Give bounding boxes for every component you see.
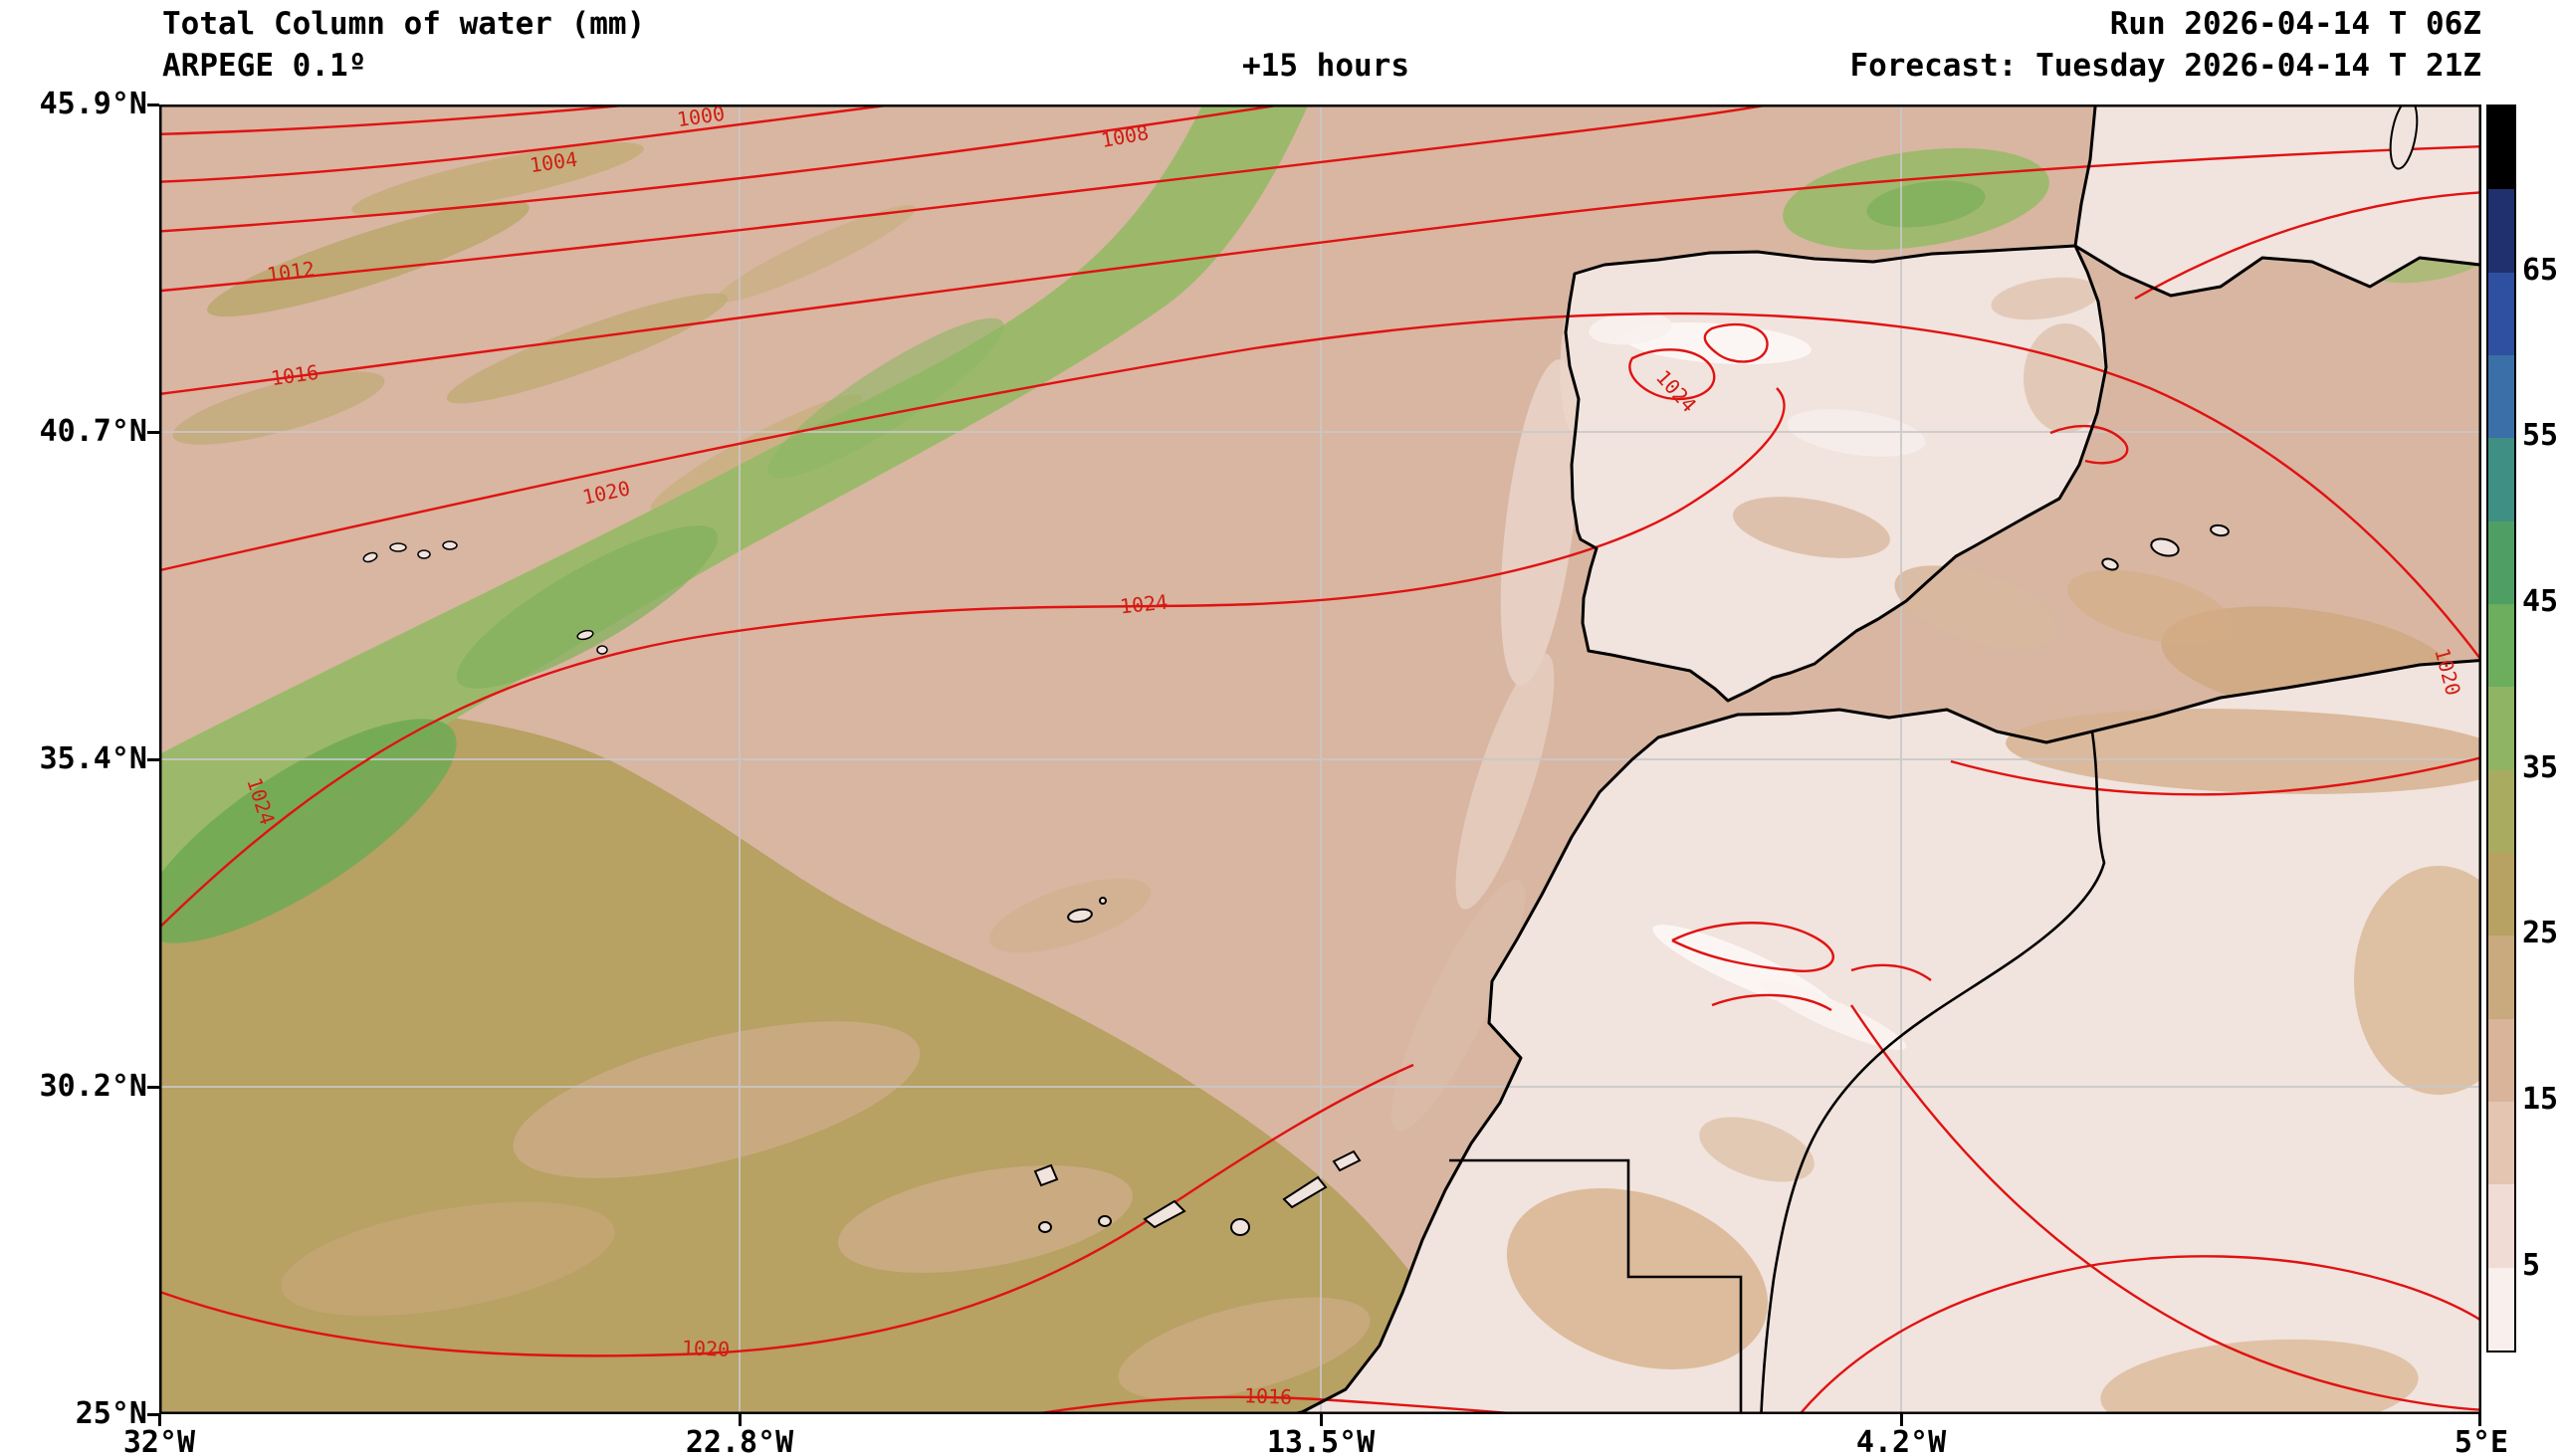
forecast-label: Forecast: Tuesday 2026-04-14 T 21Z (1849, 48, 2481, 84)
country-borders (1449, 730, 2106, 1414)
x-tick-mark (2478, 1414, 2481, 1426)
isobar-label: 1024 (1118, 589, 1170, 619)
colorbar-labels: 65 55 45 35 25 15 5 (2522, 0, 2563, 1456)
colorbar-segment (2488, 438, 2514, 521)
map-canvas (159, 104, 2481, 1414)
y-tick-label: 25°N (75, 1396, 147, 1431)
y-tick-label: 40.7°N (39, 414, 147, 449)
colorbar-tick-label: 15 (2522, 1082, 2559, 1117)
colorbar-segment (2488, 769, 2514, 853)
colorbar-segment (2488, 687, 2514, 770)
colorbar-segment (2488, 189, 2514, 273)
x-tick-label: 13.5°W (1266, 1425, 1376, 1456)
y-tick-mark (147, 1413, 159, 1416)
isobar-label: 1004 (528, 146, 579, 178)
colorbar-tick-label: 35 (2522, 749, 2559, 785)
colorbar-segment (2488, 272, 2514, 355)
x-tick-mark (158, 1414, 161, 1426)
colorbar (2486, 104, 2516, 1352)
landmasses (1240, 104, 2481, 1414)
model-label: ARPEGE 0.1º (162, 48, 367, 84)
colorbar-segment (2488, 852, 2514, 936)
run-label: Run 2026-04-14 T 06Z (2109, 6, 2481, 42)
y-tick-label: 45.9°N (39, 87, 147, 121)
colorbar-segment (2488, 1184, 2514, 1268)
colorbar-tick-label: 5 (2522, 1247, 2541, 1283)
x-tick-mark (1320, 1414, 1323, 1426)
isobar-contours (159, 104, 2481, 1414)
colorbar-segment (2488, 936, 2514, 1019)
isobar-label: 1020 (681, 1336, 731, 1361)
y-tick-mark (147, 1086, 159, 1089)
gridlines (159, 104, 2481, 1414)
y-tick-label: 30.2°N (39, 1069, 147, 1104)
y-tick-mark (147, 431, 159, 434)
colorbar-tick-label: 65 (2522, 252, 2559, 288)
colorbar-segment (2488, 520, 2514, 604)
colorbar-tick-label: 45 (2522, 584, 2559, 619)
x-tick-label: 5°E (2454, 1425, 2509, 1456)
x-tick-mark (739, 1414, 742, 1426)
y-tick-mark (147, 104, 159, 106)
colorbar-segment (2488, 603, 2514, 688)
colorbar-segment (2488, 106, 2514, 190)
isobar-label: 1016 (1243, 1383, 1293, 1409)
chart-title: Total Column of water (mm) (162, 6, 646, 42)
isobar-label: 1000 (675, 101, 727, 132)
lead-time-label: +15 hours (1242, 48, 1409, 84)
x-tick-mark (1900, 1414, 1903, 1426)
islands (362, 104, 2419, 1236)
isobar-label: 1012 (265, 256, 317, 288)
map-plot-area: 1000 1004 1008 1012 1016 1020 1024 1024 … (159, 101, 2481, 1414)
colorbar-tick-label: 55 (2522, 418, 2559, 454)
y-tick-label: 35.4°N (39, 741, 147, 776)
x-tick-label: 32°W (122, 1425, 196, 1456)
colorbar-segment (2488, 1101, 2514, 1185)
colorbar-segment (2488, 1018, 2514, 1102)
colorbar-tick-label: 25 (2522, 916, 2559, 951)
x-tick-label: 4.2°W (1855, 1425, 1947, 1456)
y-tick-mark (147, 758, 159, 761)
x-tick-label: 22.8°W (685, 1425, 794, 1456)
isobar-label: 1016 (269, 359, 320, 391)
colorbar-segment (2488, 354, 2514, 439)
colorbar-segment (2488, 1267, 2514, 1351)
